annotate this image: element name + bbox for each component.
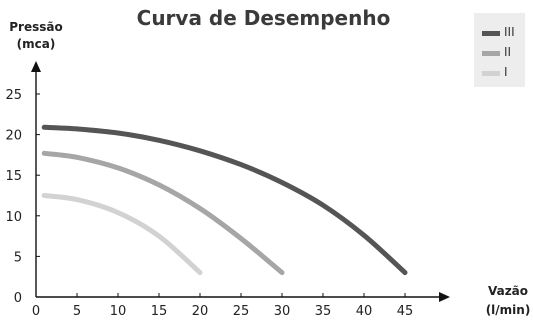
y-tick-label: 0	[14, 291, 22, 306]
y-tick-label: 5	[14, 250, 22, 265]
legend-swatch	[482, 31, 500, 36]
y-tick-label: 25	[5, 88, 22, 103]
series-line-iii	[41, 124, 408, 276]
legend-label: II	[504, 45, 512, 59]
x-tick-label: 10	[110, 304, 127, 319]
y-tick-label: 20	[5, 129, 22, 144]
y-axis-title-line1: Pressão	[9, 20, 63, 34]
y-axis-title: Pressão (mca)	[2, 19, 70, 53]
series-line-ii	[41, 150, 285, 276]
legend: III II I	[474, 13, 525, 87]
y-tick-label: 15	[5, 169, 22, 184]
x-tick-label: 25	[233, 304, 250, 319]
axes: 0 5 10 15 20 25 30 35 40 45 0 5 10 15 20 25	[5, 61, 450, 319]
legend-swatch	[482, 71, 500, 76]
x-tick-label: 30	[274, 304, 291, 319]
y-axis-title-line2: (mca)	[16, 37, 56, 51]
x-tick-label: 0	[32, 304, 40, 319]
x-axis-title-line2: (l/min)	[485, 303, 531, 317]
y-axis-arrow	[31, 61, 41, 72]
y-tick-label: 10	[5, 210, 22, 225]
series-line-i	[41, 193, 203, 276]
x-tick-label: 5	[73, 304, 81, 319]
x-tick-label: 15	[151, 304, 168, 319]
legend-swatch	[482, 51, 500, 56]
legend-label: III	[504, 25, 515, 39]
x-axis-title-line1: Vazão	[487, 284, 529, 298]
x-tick-label: 35	[315, 304, 332, 319]
x-axis-title: Vazão (l/min)	[478, 282, 533, 320]
legend-label: I	[504, 65, 508, 79]
x-axis-arrow	[439, 292, 450, 302]
chart-title: Curva de Desempenho	[136, 6, 391, 30]
series-layer	[41, 124, 408, 276]
x-tick-label: 45	[397, 304, 414, 319]
x-tick-label: 40	[356, 304, 373, 319]
x-tick-label: 20	[192, 304, 209, 319]
